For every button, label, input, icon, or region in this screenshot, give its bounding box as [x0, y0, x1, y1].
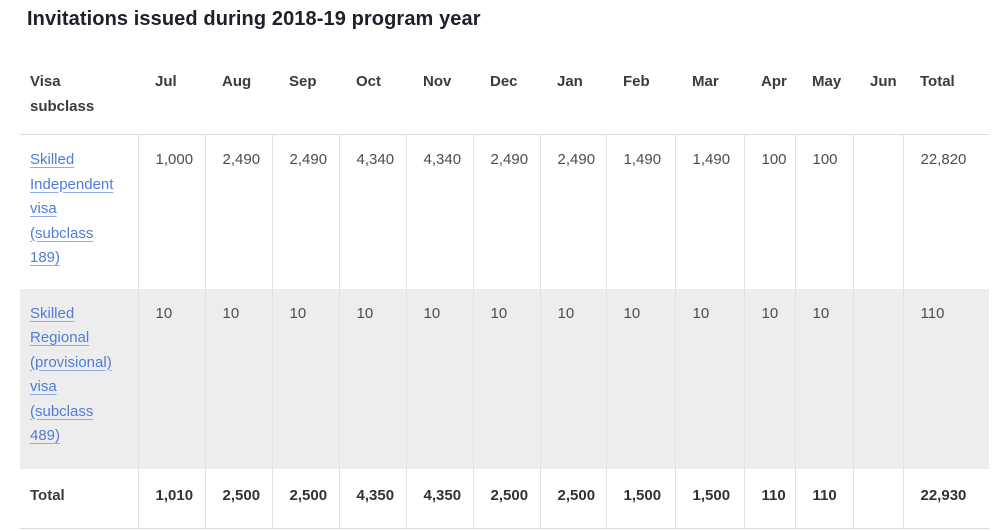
column-header-sep: Sep [272, 56, 339, 135]
column-header-apr: Apr [744, 56, 795, 135]
value-cell-apr: 100 [743, 134, 795, 289]
value-cell-jul: 10 [137, 288, 205, 469]
value-cell-dec: 10 [472, 288, 540, 469]
value-cell-mar: 10 [674, 288, 744, 469]
invitations-table: Visa subclass Jul Aug Sep Oct Nov Dec Jan Feb Mar… [20, 56, 989, 529]
column-header-oct: Oct [339, 56, 406, 135]
value-cell-total: 110 [902, 288, 989, 469]
table-footer: Total 1,010 2,500 2,500 4,350 4,350 2,500 2,500… [20, 468, 989, 529]
value-cell-sep: 10 [271, 288, 339, 469]
value-cell-nov: 10 [405, 288, 473, 469]
column-header-jul: Jul [138, 56, 205, 135]
value-cell-jul: 1,000 [137, 134, 205, 289]
total-row: Total 1,010 2,500 2,500 4,350 4,350 2,500 2,500… [20, 468, 989, 529]
column-header-nov: Nov [406, 56, 473, 135]
total-cell-apr: 110 [743, 468, 795, 529]
value-cell-mar: 1,490 [674, 134, 744, 289]
value-cell-jun [852, 134, 903, 289]
total-cell-may: 110 [794, 468, 853, 529]
total-cell-jul: 1,010 [137, 468, 205, 529]
total-cell-aug: 2,500 [204, 468, 272, 529]
visa-subclass-link[interactable]: Skilled Regional (provisional) visa (sub… [30, 304, 112, 445]
column-header-total: Total [903, 56, 989, 135]
value-cell-may: 100 [794, 134, 853, 289]
total-cell-sep: 2,500 [271, 468, 339, 529]
visa-subclass-link[interactable]: Skilled Independent visa (subclass 189) [30, 151, 114, 266]
table-header-row: Visa subclass Jul Aug Sep Oct Nov Dec Jan Feb Mar… [20, 56, 989, 135]
value-cell-jan: 10 [539, 288, 606, 469]
total-cell-nov: 4,350 [405, 468, 473, 529]
column-header-aug: Aug [205, 56, 272, 135]
column-header-dec: Dec [473, 56, 540, 135]
total-cell-feb: 1,500 [605, 468, 675, 529]
value-cell-aug: 2,490 [204, 134, 272, 289]
table-body: Skilled Independent visa (subclass 189) 1… [20, 134, 989, 469]
total-cell-dec: 2,500 [472, 468, 540, 529]
column-header-mar: Mar [675, 56, 744, 135]
total-cell-jan: 2,500 [539, 468, 606, 529]
column-header-jan: Jan [540, 56, 606, 135]
total-row-label: Total [20, 468, 138, 529]
value-cell-nov: 4,340 [405, 134, 473, 289]
total-cell-jun [852, 468, 903, 529]
value-cell-apr: 10 [743, 288, 795, 469]
table-row: Skilled Independent visa (subclass 189) 1… [20, 134, 989, 289]
value-cell-total: 22,820 [902, 134, 989, 289]
column-header-may: May [795, 56, 853, 135]
page-title: Invitations issued during 2018-19 progra… [27, 8, 481, 30]
value-cell-feb: 10 [605, 288, 675, 469]
table-row: Skilled Regional (provisional) visa (sub… [20, 288, 989, 469]
value-cell-aug: 10 [204, 288, 272, 469]
value-cell-jun [852, 288, 903, 469]
table-header: Visa subclass Jul Aug Sep Oct Nov Dec Jan Feb Mar… [20, 56, 989, 135]
column-header-visa-subclass: Visa subclass [20, 56, 138, 135]
visa-subclass-cell: Skilled Independent visa (subclass 189) [20, 135, 138, 289]
total-cell-oct: 4,350 [338, 468, 406, 529]
value-cell-may: 10 [794, 288, 853, 469]
value-cell-oct: 10 [338, 288, 406, 469]
value-cell-oct: 4,340 [338, 134, 406, 289]
visa-subclass-cell: Skilled Regional (provisional) visa (sub… [20, 288, 138, 469]
total-cell-total: 22,930 [902, 468, 989, 529]
value-cell-feb: 1,490 [605, 134, 675, 289]
value-cell-sep: 2,490 [271, 134, 339, 289]
column-header-jun: Jun [853, 56, 903, 135]
value-cell-jan: 2,490 [539, 134, 606, 289]
column-header-feb: Feb [606, 56, 675, 135]
value-cell-dec: 2,490 [472, 134, 540, 289]
total-cell-mar: 1,500 [674, 468, 744, 529]
